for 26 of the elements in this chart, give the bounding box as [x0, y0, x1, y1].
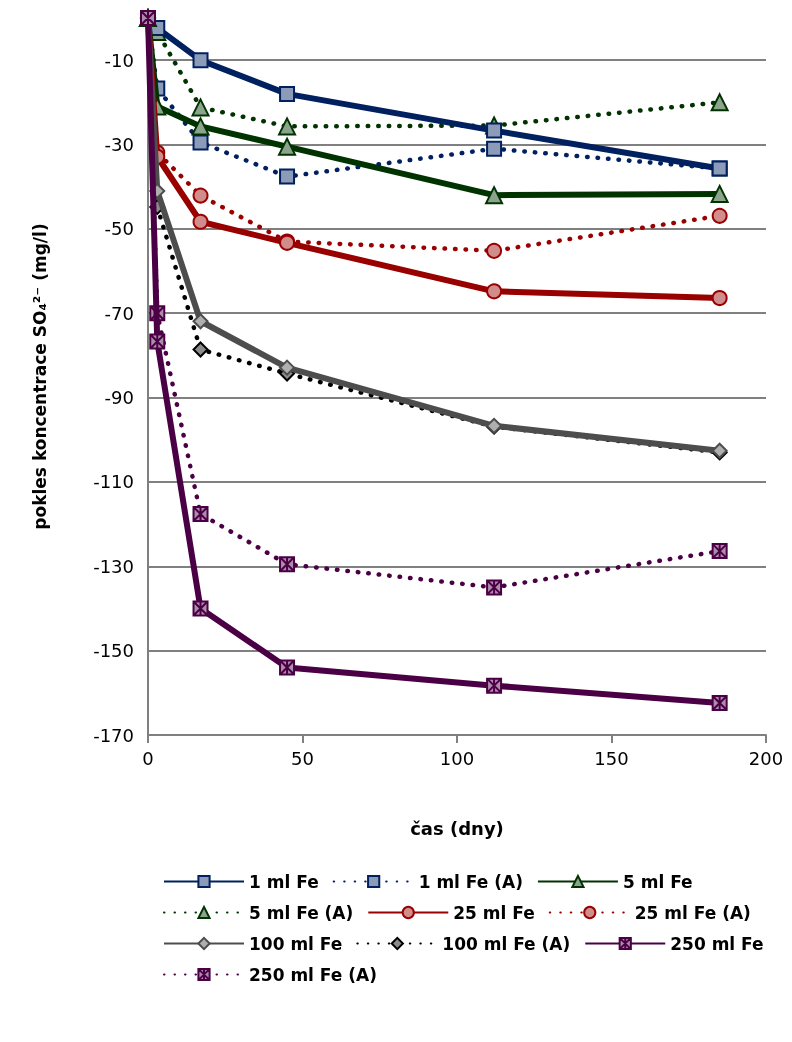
y-tick-label: -10 — [104, 49, 134, 71]
legend-label: 100 ml Fe (A) — [442, 933, 571, 954]
y-tick-label: -170 — [93, 724, 134, 746]
legend-label: 25 ml Fe (A) — [634, 902, 751, 923]
x-axis-title: čas (dny) — [410, 817, 504, 839]
y-tick-label: -130 — [93, 555, 134, 577]
legend-label: 1 ml Fe — [249, 871, 319, 892]
x-tick-label: 100 — [439, 747, 475, 769]
y-tick-label: -30 — [104, 134, 134, 156]
legend-label: 25 ml Fe — [453, 902, 535, 923]
legend-label: 1 ml Fe (A) — [418, 871, 523, 892]
y-tick-label: -110 — [93, 471, 134, 493]
x-tick-label: 200 — [748, 747, 784, 769]
y-tick-label: -150 — [93, 640, 134, 662]
legend-label: 250 ml Fe (A) — [249, 964, 377, 985]
legend-label: 100 ml Fe — [249, 933, 343, 954]
x-tick-label: 150 — [594, 747, 629, 769]
legend-label: 5 ml Fe (A) — [249, 902, 354, 923]
legend-label: 5 ml Fe — [622, 871, 693, 892]
x-tick-label: 0 — [142, 747, 154, 769]
y-tick-label: -90 — [104, 387, 134, 409]
y-axis-title: pokles koncentrace SO₄²⁻ (mg/l) — [29, 223, 50, 530]
legend-label: 250 ml Fe — [670, 933, 764, 954]
x-tick-label: 50 — [291, 747, 314, 769]
y-tick-label: -70 — [104, 302, 134, 324]
y-tick-label: -50 — [104, 218, 134, 240]
